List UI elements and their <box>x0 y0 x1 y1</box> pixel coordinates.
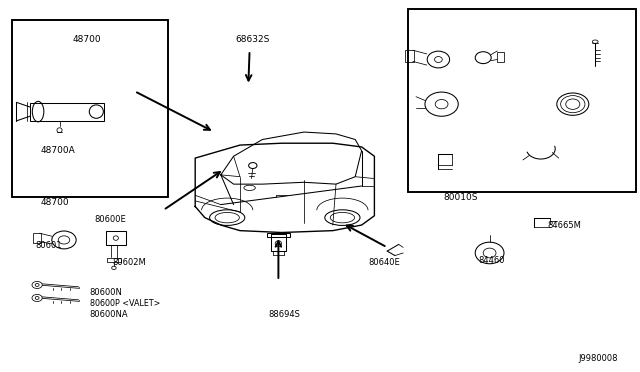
Bar <box>405 50 414 62</box>
Text: 48700: 48700 <box>40 198 68 207</box>
Bar <box>267 233 290 237</box>
Text: 80600E: 80600E <box>95 215 127 224</box>
Bar <box>12 20 168 197</box>
Text: J9980008: J9980008 <box>578 355 618 363</box>
Text: 48700: 48700 <box>72 35 100 44</box>
Bar <box>33 232 41 243</box>
Text: 80640E: 80640E <box>368 258 400 267</box>
Text: 80600NA: 80600NA <box>90 310 128 319</box>
Text: 80602M: 80602M <box>112 258 146 267</box>
Text: 88694S: 88694S <box>269 310 301 319</box>
Text: 84665M: 84665M <box>547 221 581 230</box>
Bar <box>106 231 126 245</box>
Text: 84460: 84460 <box>479 256 505 265</box>
Text: 80600N: 80600N <box>90 288 122 296</box>
Text: 80600P <VALET>: 80600P <VALET> <box>90 299 160 308</box>
Text: 80010S: 80010S <box>444 193 478 202</box>
Text: 48700A: 48700A <box>40 146 75 155</box>
Bar <box>12 20 168 197</box>
Bar <box>30 103 104 121</box>
Bar <box>408 9 636 192</box>
Text: 68632S: 68632S <box>236 35 270 44</box>
Bar <box>107 258 121 262</box>
Bar <box>497 52 504 62</box>
Text: 80601: 80601 <box>36 241 62 250</box>
Bar <box>408 9 636 192</box>
Bar <box>271 234 286 251</box>
